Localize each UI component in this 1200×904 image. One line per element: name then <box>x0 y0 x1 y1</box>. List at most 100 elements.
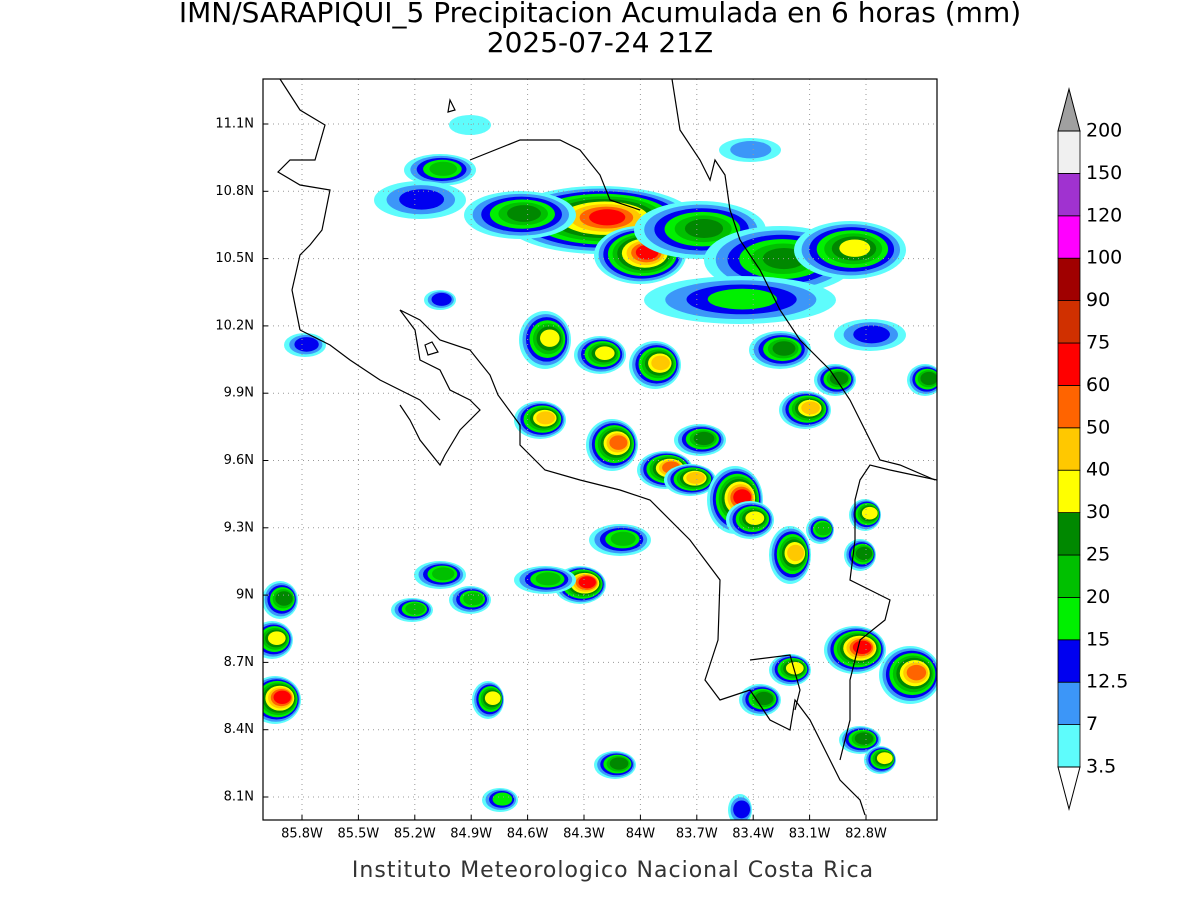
precip-contour <box>540 329 560 347</box>
colorbar-segment <box>1057 724 1081 768</box>
colorbar-label: 60 <box>1086 374 1110 396</box>
precip-contour <box>589 209 626 226</box>
lon-label: 84.3W <box>563 827 605 842</box>
colorbar-label: 12.5 <box>1086 671 1128 693</box>
precip-contour <box>651 355 670 371</box>
grid: 85.8W 85.5W 85.2W 84.9W 84.6W 84.3W 84W 83.7W 83… <box>215 79 937 842</box>
precip-contour <box>484 691 501 706</box>
precip-contour <box>772 341 796 356</box>
lat-label: 10.5N <box>215 251 254 266</box>
colorbar: 3.5 7 12.5 15 20 25 30 40 50 60 75 90 100 120 150 200 <box>1057 87 1128 811</box>
precip-contour <box>431 292 452 306</box>
colorbar-label: 50 <box>1086 416 1110 438</box>
colorbar-label: 30 <box>1086 501 1110 523</box>
precip-contour <box>275 591 293 606</box>
colorbar-segment <box>1057 512 1081 556</box>
lon-label: 83.4W <box>732 827 774 842</box>
colorbar-segment <box>1057 130 1081 174</box>
lat-label: 8.4N <box>224 722 254 737</box>
colorbar-label: 120 <box>1086 204 1122 226</box>
lat-label: 9N <box>236 588 254 603</box>
lon-label: 85.2W <box>394 827 436 842</box>
colorbar-label: 75 <box>1086 332 1110 354</box>
precip-contour <box>595 346 615 361</box>
colorbar-label: 150 <box>1086 162 1122 184</box>
footer: Instituto Meteorologico Nacional Costa R… <box>352 858 874 883</box>
precip-contour <box>855 546 873 561</box>
map-frame <box>262 78 938 821</box>
colorbar-segment <box>1057 681 1081 726</box>
precip-contour <box>852 640 872 654</box>
precip-contour <box>787 544 805 562</box>
colorbar-label: 3.5 <box>1086 756 1116 778</box>
precip-contour <box>686 471 705 484</box>
title: IMN/SARAPIQUI_5 Precipitacion Acumulada … <box>179 0 1021 29</box>
colorbar-over <box>1057 87 1081 132</box>
precip-contour <box>815 522 832 536</box>
precip-contour <box>609 757 629 770</box>
colorbar-segment <box>1057 384 1081 429</box>
colorbar-segment <box>1057 597 1081 641</box>
colorbar-segment <box>1057 469 1081 514</box>
precip-contour <box>429 161 457 176</box>
lat-label: 9.9N <box>224 386 254 401</box>
precip-contour <box>733 800 751 819</box>
precip-contour <box>785 661 804 675</box>
lon-label: 82.8W <box>845 827 887 842</box>
precip-contour <box>906 664 927 681</box>
colorbar-label: 20 <box>1086 586 1110 608</box>
precip-contour <box>535 572 561 586</box>
precip-contour <box>920 371 937 386</box>
precip-contour <box>861 506 878 520</box>
precip-contour <box>273 690 291 704</box>
precip-contour <box>432 567 455 581</box>
colorbar-under <box>1057 766 1081 811</box>
colorbar-segment <box>1057 300 1081 344</box>
precip-contour <box>399 189 445 210</box>
precip-contour <box>684 219 724 238</box>
colorbar-segment <box>1057 257 1081 302</box>
colorbar-label: 100 <box>1086 247 1122 269</box>
lon-label: 85.8W <box>281 827 323 842</box>
precip-contour <box>707 288 778 310</box>
lon-label: 84.9W <box>450 827 492 842</box>
colorbar-label: 40 <box>1086 459 1110 481</box>
lon-label: 84W <box>626 827 656 842</box>
subtitle: 2025-07-24 21Z <box>487 26 713 59</box>
colorbar-label: 15 <box>1086 628 1110 650</box>
colorbar-segment <box>1057 172 1081 217</box>
precip-contour <box>876 752 893 765</box>
colorbar-label: 7 <box>1086 713 1098 735</box>
lat-label: 11.1N <box>215 117 254 132</box>
colorbar-segment <box>1057 342 1081 386</box>
lat-label: 8.1N <box>224 790 254 805</box>
precip-contour <box>730 141 772 159</box>
colorbar-label: 200 <box>1086 120 1122 142</box>
precip-contour <box>405 602 426 615</box>
lon-label: 84.6W <box>507 827 549 842</box>
lat-label: 10.8N <box>215 184 254 199</box>
lat-label: 10.2N <box>215 318 254 333</box>
precip-contour <box>463 592 484 606</box>
precip-contour <box>609 435 628 450</box>
colorbar-segment <box>1057 554 1081 598</box>
precip-contour <box>745 511 765 526</box>
coastlines <box>277 79 937 816</box>
precip-contour <box>294 337 319 352</box>
lon-label: 85.5W <box>337 827 379 842</box>
lat-label: 9.3N <box>224 520 254 535</box>
precip-contour <box>801 401 820 415</box>
colorbar-segment <box>1057 215 1081 259</box>
precip-contour <box>492 792 513 806</box>
precipitation-field <box>263 115 937 820</box>
lon-label: 83.1W <box>789 827 831 842</box>
lat-label: 9.6N <box>224 453 254 468</box>
precip-contour <box>610 531 636 546</box>
precip-contour <box>578 576 596 589</box>
precip-contour <box>829 371 849 386</box>
colorbar-segment <box>1057 639 1081 683</box>
precip-contour <box>754 691 774 706</box>
colorbar-label: 90 <box>1086 289 1110 311</box>
precip-contour <box>854 732 874 745</box>
